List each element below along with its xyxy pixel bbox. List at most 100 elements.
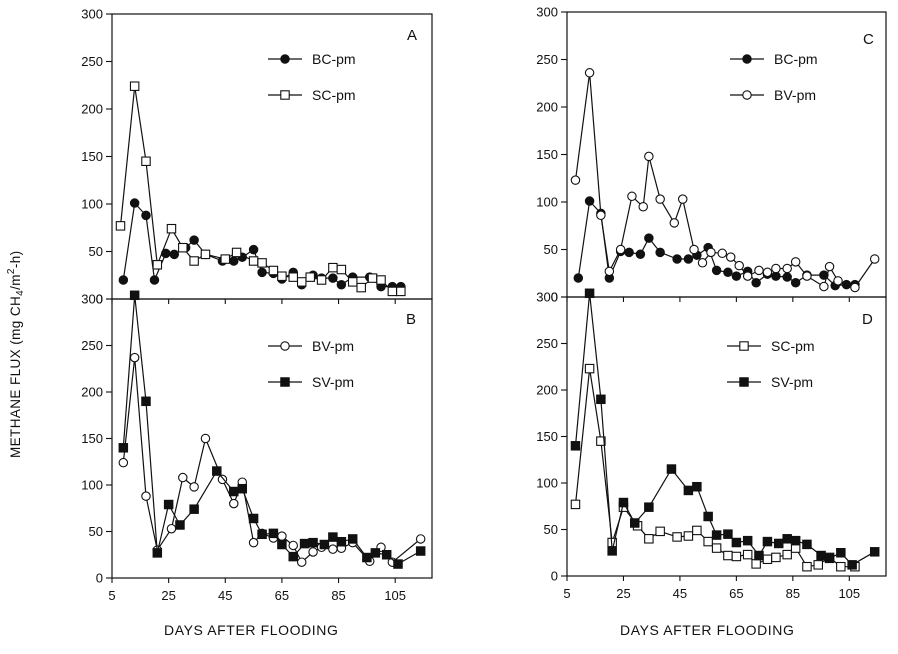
data-point-bc-pm — [672, 254, 682, 264]
data-point-bv-pm — [754, 265, 764, 276]
y-tick-label: 200 — [536, 100, 558, 115]
y-tick-label: 250 — [81, 338, 103, 353]
data-point-sv-pm — [596, 394, 606, 405]
data-point-bv-pm — [689, 244, 699, 255]
data-point-bv-pm — [118, 457, 129, 468]
data-point-sv-pm — [742, 535, 753, 546]
data-point-bv-pm — [771, 263, 781, 274]
data-point-sv-pm — [703, 511, 713, 522]
data-point-sc-pm — [672, 532, 682, 542]
data-point-bc-pm — [782, 272, 792, 282]
data-point-sv-pm — [731, 537, 742, 548]
data-point-bv-pm — [802, 271, 812, 281]
y-tick-label: 200 — [81, 385, 103, 400]
y-tick-label: 200 — [536, 383, 558, 398]
data-point-sc-pm — [771, 552, 781, 563]
data-point-bc-pm — [751, 277, 761, 288]
data-point-sv-pm — [248, 513, 259, 524]
y-tick-label: 100 — [536, 195, 558, 210]
data-point-bv-pm — [782, 263, 792, 274]
data-point-sc-pm — [129, 81, 140, 91]
data-point-bc-pm — [635, 249, 646, 260]
data-point-sv-pm — [630, 518, 640, 528]
series-line-sv-pm — [574, 292, 875, 566]
data-point-sv-pm — [319, 539, 330, 550]
y-tick-label: 200 — [81, 102, 103, 117]
data-point-bc-pm — [129, 198, 140, 208]
data-point-sv-pm — [802, 539, 812, 550]
data-point-sc-pm — [288, 272, 298, 282]
data-point-sc-pm — [723, 550, 733, 561]
data-point-bv-pm — [638, 202, 648, 212]
data-point-sv-pm — [393, 559, 403, 569]
data-point-sc-pm — [336, 264, 347, 275]
legend-label: SC-pm — [312, 87, 356, 103]
y-tick-label: 300 — [81, 7, 103, 22]
panel-label: C — [863, 31, 874, 48]
x-tick-label: 65 — [729, 586, 743, 601]
data-point-bv-pm — [644, 151, 654, 162]
data-point-sv-pm — [299, 538, 310, 549]
data-point-sc-pm — [683, 531, 694, 541]
legend-marker-bc-pm — [742, 54, 752, 64]
x-tick-label: 45 — [673, 586, 687, 601]
data-point-sc-pm — [762, 554, 773, 565]
x-axis-label-left: DAYS AFTER FLOODING — [164, 622, 339, 638]
data-point-bv-pm — [248, 537, 259, 548]
y-tick-label: 250 — [536, 336, 558, 351]
y-tick-label: 0 — [551, 569, 558, 584]
panel-b: 0 50 100 150 200 250 300 5 25 45 65 85 105 BV-pm SV-pm… — [81, 290, 433, 603]
x-tick-label: 65 — [275, 588, 289, 603]
x-tick-label: 5 — [563, 586, 570, 601]
data-point-sc-pm — [277, 271, 287, 281]
data-point-bc-pm — [644, 233, 654, 243]
data-point-bc-pm — [169, 249, 180, 260]
data-point-sv-pm — [308, 537, 318, 548]
data-point-bv-pm — [734, 260, 744, 271]
legend-label: BC-pm — [774, 51, 818, 67]
series-line-sv-pm — [122, 294, 421, 565]
y-tick-label: 150 — [536, 429, 558, 444]
y-tick-label: 100 — [536, 476, 558, 491]
data-point-bv-pm — [229, 498, 239, 509]
data-point-sc-pm — [644, 534, 654, 544]
data-point-sc-pm — [296, 277, 307, 287]
y-tick-label: 150 — [81, 149, 103, 164]
panel-c: 0 50 100 150 200 250 300 BC-pm BV-pm C — [536, 5, 887, 305]
y-axis-label-subscript: 4 — [15, 290, 26, 296]
data-point-sc-pm — [782, 549, 792, 560]
data-point-bv-pm — [200, 433, 211, 444]
data-point-sc-pm — [731, 551, 742, 562]
y-tick-label: 0 — [96, 292, 103, 307]
data-point-bv-pm — [615, 244, 626, 255]
data-point-bv-pm — [570, 175, 581, 185]
y-tick-label: 50 — [544, 242, 558, 257]
legend-marker-bv-pm — [280, 341, 290, 351]
data-point-sv-pm — [152, 548, 163, 558]
data-point-sv-pm — [836, 547, 846, 558]
data-point-sv-pm — [189, 504, 199, 514]
data-point-bc-pm — [248, 244, 259, 255]
panel-a: 0 50 100 150 200 250 300 BC-pm SC-pm A — [81, 7, 433, 307]
data-point-sv-pm — [824, 553, 835, 564]
data-point-sv-pm — [711, 530, 722, 540]
data-point-sv-pm — [782, 534, 792, 544]
data-point-sv-pm — [237, 483, 248, 494]
legend-marker-bc-pm — [280, 54, 290, 64]
svg-text:METHANE FLUX (mg CH4/m2-h): METHANE FLUX (mg CH4/m2-h) — [6, 250, 26, 458]
data-point-bc-pm — [189, 235, 199, 245]
data-point-bv-pm — [288, 540, 298, 551]
data-point-sc-pm — [742, 549, 753, 560]
x-tick-label: 5 — [108, 588, 115, 603]
data-point-bc-pm — [257, 267, 267, 278]
data-point-sv-pm — [607, 546, 617, 556]
data-point-sc-pm — [703, 536, 713, 547]
data-point-bv-pm — [277, 531, 287, 541]
data-point-sc-pm — [220, 254, 231, 264]
data-point-bv-pm — [819, 281, 829, 292]
data-point-sc-pm — [328, 262, 338, 273]
data-point-bv-pm — [308, 547, 318, 557]
data-point-bv-pm — [790, 257, 801, 267]
data-point-sv-pm — [347, 534, 358, 544]
data-point-sc-pm — [178, 242, 188, 253]
